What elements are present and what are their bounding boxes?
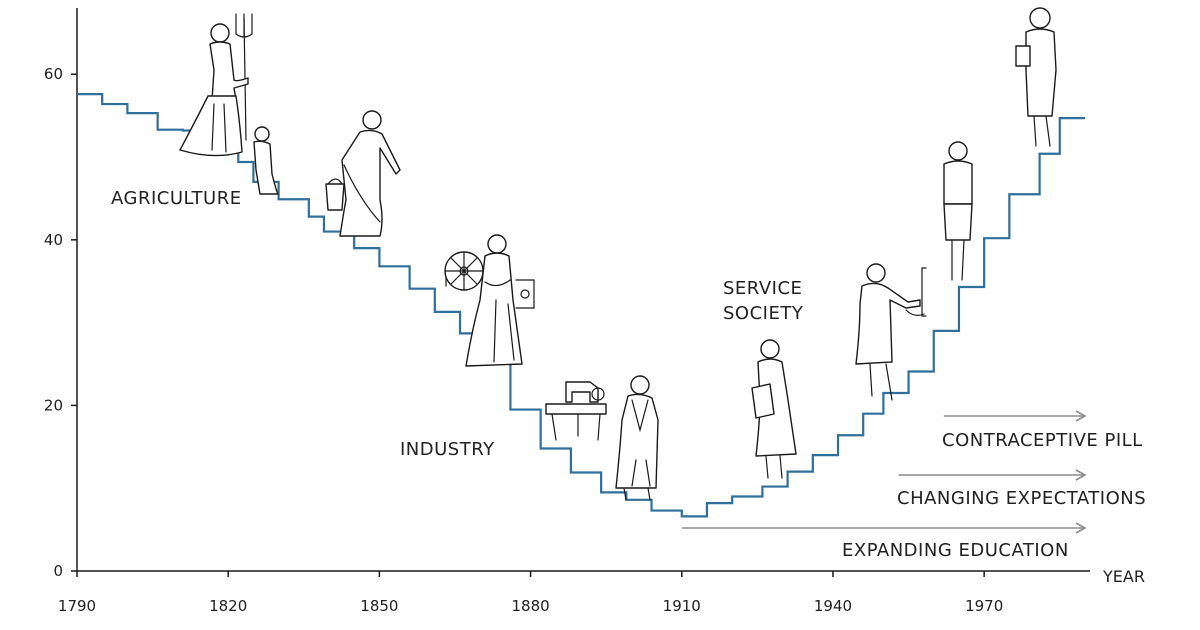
factory-woman-illustration — [615, 375, 659, 501]
x-ticks: 1790 1820 1850 1880 1910 1940 1970 — [58, 571, 1003, 615]
spinning-wheel-woman-illustration — [444, 234, 535, 367]
y-tick-label: 0 — [53, 562, 63, 580]
trend-arrow-head — [1075, 469, 1087, 481]
x-tick-label: 1910 — [663, 597, 701, 615]
x-tick-label: 1820 — [209, 597, 247, 615]
bucket-woman-illustration — [325, 110, 401, 237]
y-tick-label: 20 — [44, 396, 63, 414]
x-tick-label: 1850 — [360, 597, 398, 615]
data-line — [77, 93, 1085, 518]
y-tick-label: 60 — [44, 65, 63, 83]
y-tick-label: 40 — [44, 231, 63, 249]
trend-arrow-head — [1075, 410, 1087, 422]
era-label-society: SOCIETY — [723, 303, 804, 324]
suit-woman-illustration — [943, 141, 973, 281]
x-axis-title: YEAR — [1102, 567, 1145, 586]
era-label-service: SERVICE — [723, 278, 802, 299]
x-tick-label: 1940 — [814, 597, 852, 615]
x-tick-label: 1880 — [511, 597, 549, 615]
lab-woman-illustration — [855, 263, 927, 401]
era-label-agriculture: AGRICULTURE — [111, 188, 242, 209]
x-tick-label: 1970 — [965, 597, 1003, 615]
trend-label-expanding-education: EXPANDING EDUCATION — [842, 540, 1069, 561]
trend-arrow-head — [1075, 522, 1087, 534]
office-woman-illustration — [751, 339, 797, 479]
x-tick-label: 1790 — [58, 597, 96, 615]
illustrations — [179, 7, 1057, 501]
trend-label-contraceptive-pill: CONTRACEPTIVE PILL — [942, 430, 1143, 451]
y-ticks: 0 20 40 60 — [44, 65, 77, 580]
axes — [76, 8, 1090, 572]
trend-label-changing-expectations: CHANGING EXPECTATIONS — [897, 488, 1146, 509]
sewing-machine-illustration — [545, 381, 607, 441]
handbag-woman-illustration — [1015, 7, 1057, 147]
farm-woman-illustration — [179, 13, 279, 195]
trend-arrows — [681, 410, 1087, 534]
era-label-industry: INDUSTRY — [400, 439, 495, 460]
